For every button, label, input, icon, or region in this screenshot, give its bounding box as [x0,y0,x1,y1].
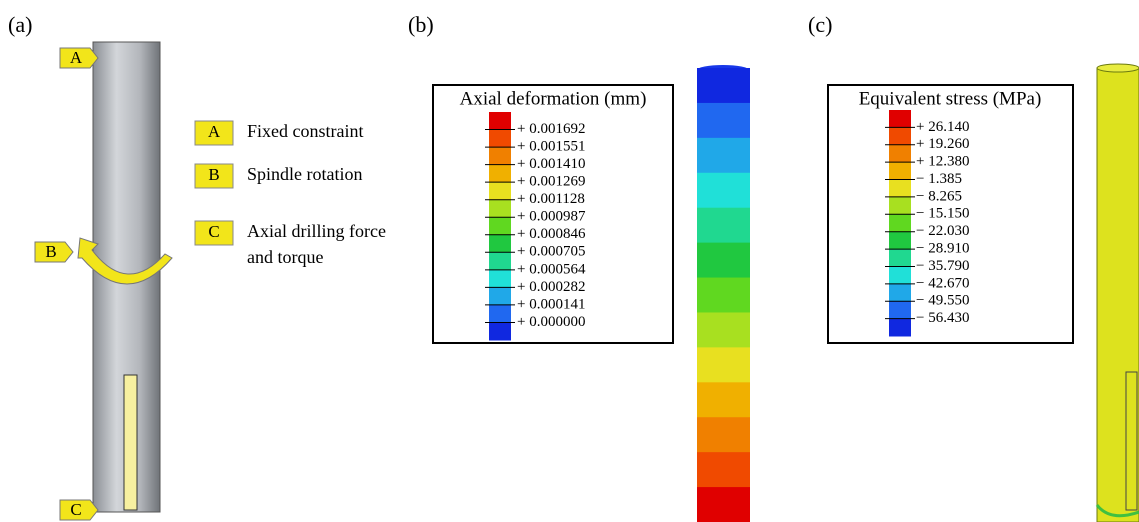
deformation-band [697,102,750,139]
color-band [889,127,911,146]
level-label: − 49.550 [916,293,969,309]
color-band [889,283,911,302]
color-band [889,249,911,267]
color-band [489,234,511,253]
deformation-band [697,242,750,279]
deformation-band [697,137,750,174]
level-label: + 0.001269 [517,174,585,190]
color-band [889,144,911,163]
level-label: + 0.000282 [517,279,585,295]
level-label: − 35.790 [916,258,969,274]
legend-box [827,84,1074,344]
deformation-band [697,347,750,383]
column-top [1096,63,1139,73]
slot [123,374,138,511]
level-label: + 0.001692 [517,121,585,137]
color-band [889,196,911,215]
color-band [489,164,511,183]
level-label: − 1.385 [916,171,962,187]
panel-label: (a) [8,12,32,37]
legend-key-box [194,220,234,246]
color-band [489,287,511,306]
level-label: + 0.000846 [517,226,586,242]
tag-label: A [70,48,83,67]
deformation-band [697,487,750,522]
color-band [489,182,511,201]
deformation-band [697,417,750,453]
level-label: + 0.000000 [517,314,585,330]
legend-text: and torque [247,247,323,267]
color-band [889,318,911,337]
deformation-band [697,382,750,418]
color-band [489,129,511,148]
level-label: + 0.000987 [517,209,586,225]
tag [59,47,99,69]
deformation-band [697,172,750,209]
color-band [889,110,911,128]
color-band [489,269,511,288]
level-label: + 26.140 [916,119,969,135]
deformation-band [697,207,750,244]
slot [1125,371,1138,511]
deformation-band [697,452,750,488]
deformation-band [697,277,750,313]
legend-key-box [194,163,234,189]
level-label: + 19.260 [916,136,969,152]
legend-box [432,84,674,344]
legend-title: Axial deformation (mm) [460,88,647,109]
color-band [489,199,511,218]
legend-key: B [208,165,219,184]
tag [59,499,99,521]
level-label: + 0.001551 [517,139,585,155]
level-label: − 56.430 [916,310,969,326]
level-label: + 0.000705 [517,244,585,260]
color-band [489,217,511,236]
level-label: − 28.910 [916,241,969,257]
level-label: − 22.030 [916,223,969,239]
level-label: + 0.000141 [517,296,585,312]
legend-key: C [208,222,219,241]
legend-text: Spindle rotation [247,164,363,184]
legend-key: A [208,122,221,141]
color-band [889,179,911,198]
stress-edge [1095,504,1139,518]
level-label: + 0.000564 [517,261,586,277]
color-band [889,231,911,250]
rotation-arrow [77,237,173,285]
deformation-band [697,312,750,348]
legend-title: Equivalent stress (MPa) [859,88,1042,109]
legend-text: Axial drilling force [247,221,386,241]
color-band [889,266,911,285]
color-band [489,147,511,166]
legend-text: Fixed constraint [247,121,363,141]
panel-label: (c) [808,12,832,37]
level-label: − 15.150 [916,206,969,222]
legend-key-box [194,120,234,146]
color-band [889,301,911,320]
color-band [889,162,911,181]
stress-column [1096,67,1139,522]
color-band [489,252,511,271]
color-band [489,112,511,131]
level-label: − 42.670 [916,275,969,291]
level-label: + 0.001128 [517,191,585,207]
tag-label: C [70,500,81,519]
panel-label: (b) [408,12,434,37]
color-band [489,322,511,341]
tag [34,241,74,263]
color-band [889,214,911,233]
deformation-band [697,68,750,104]
level-label: + 0.001410 [517,156,585,172]
color-band [489,304,511,323]
tag-label: B [45,242,56,261]
level-label: − 8.265 [916,188,962,204]
level-label: + 12.380 [916,154,969,170]
